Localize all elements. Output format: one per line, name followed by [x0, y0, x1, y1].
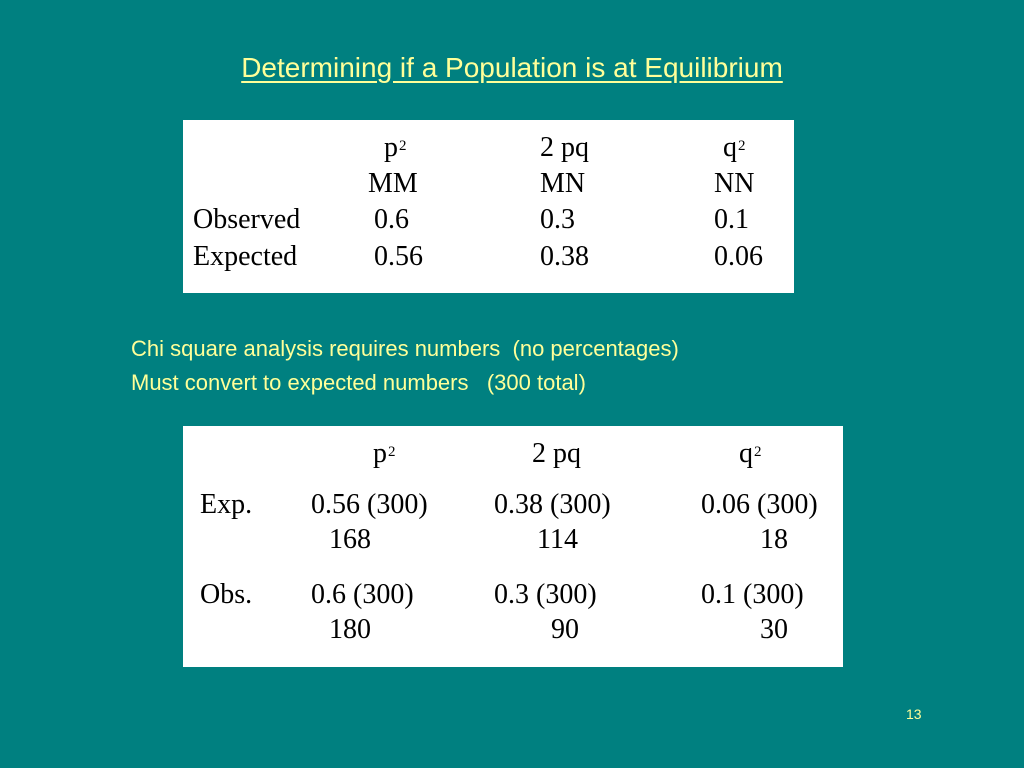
obs-2pq-result: 90 [551, 614, 579, 645]
expected-nn: 0.06 [714, 241, 763, 272]
exp-2pq-result: 114 [537, 524, 578, 555]
genotype-nn: NN [714, 168, 755, 199]
observed-mn: 0.3 [540, 204, 575, 235]
obs-p2-formula: 0.6 (300) [311, 579, 414, 610]
exp-q2-result: 18 [760, 524, 788, 555]
header-2pq: 2 pq [540, 132, 589, 163]
header-p-squared: p2 [384, 132, 407, 163]
exp-p2-result: 168 [329, 524, 371, 555]
note-line-1: Chi square analysis requires numbers (no… [131, 336, 679, 361]
observed-mm: 0.6 [374, 204, 409, 235]
slide-number: 13 [906, 706, 922, 722]
row-label-exp: Exp. [200, 489, 253, 520]
obs-q2-result: 30 [760, 614, 788, 645]
expected-mm: 0.56 [374, 241, 423, 272]
expected-mn: 0.38 [540, 241, 589, 272]
counts-table: p2 2 pq q2 Exp. 0.56 (300) 0.38 (300) 0.… [183, 426, 843, 667]
note-line-2: Must convert to expected numbers (300 to… [131, 370, 586, 395]
frequency-table: p2 2 pq q2 MM MN NN Observed 0.6 0.3 0.1… [183, 120, 794, 293]
exp-2pq-formula: 0.38 (300) [494, 489, 611, 520]
header-q-squared: q2 [723, 132, 746, 163]
row-label-obs: Obs. [200, 579, 253, 610]
header-p-squared: p2 [373, 438, 396, 469]
row-label-expected: Expected [193, 241, 298, 272]
genotype-mn: MN [540, 168, 586, 199]
obs-p2-result: 180 [329, 614, 371, 645]
obs-2pq-formula: 0.3 (300) [494, 579, 597, 610]
exp-p2-formula: 0.56 (300) [311, 489, 428, 520]
slide-title: Determining if a Population is at Equili… [241, 52, 783, 83]
obs-q2-formula: 0.1 (300) [701, 579, 804, 610]
genotype-mm: MM [368, 168, 418, 199]
row-label-observed: Observed [193, 204, 301, 235]
header-q-squared: q2 [739, 438, 762, 469]
exp-q2-formula: 0.06 (300) [701, 489, 818, 520]
header-2pq: 2 pq [532, 438, 581, 469]
observed-nn: 0.1 [714, 204, 749, 235]
